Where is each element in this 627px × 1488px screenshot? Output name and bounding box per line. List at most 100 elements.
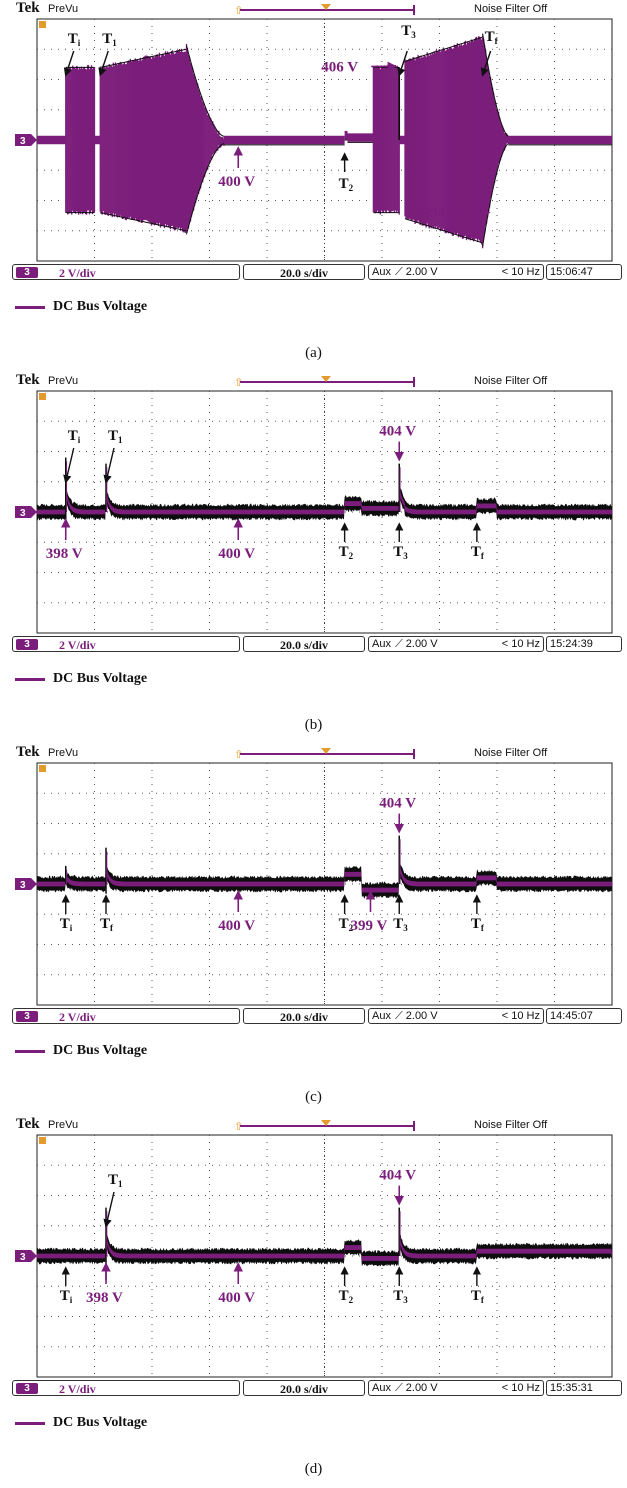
- flat-trace: [94, 135, 101, 145]
- timebase-box[interactable]: 20.0 s/div: [243, 1380, 365, 1396]
- event-label: T3: [393, 1288, 408, 1305]
- annotation-label: 400 V: [218, 174, 255, 190]
- trigger-box[interactable]: Aux ⟋ 2.00 V < 10 Hz: [368, 1008, 544, 1024]
- event-label: Ti: [60, 1288, 73, 1305]
- event-markers: Ti Tf T2 T3 Tf: [60, 894, 485, 933]
- flat-trace: [344, 130, 348, 140]
- event-label-main: T: [339, 916, 349, 932]
- event-label-main: T: [339, 544, 349, 560]
- scope-panel: Tek PreVu ⇧ Noise Filter Off 3 Ti T1 T2 T3 Tf 404 …: [0, 1116, 627, 1488]
- event-label-main: T: [68, 31, 78, 47]
- aux-level-value: 2.00 V: [405, 1010, 438, 1022]
- clock-box: 15:35:31: [546, 1380, 622, 1396]
- timebase-box[interactable]: 20.0 s/div: [243, 1008, 365, 1024]
- channel-scale-box[interactable]: 3 2 V/div: [12, 1008, 240, 1024]
- event-label-subscript: 2: [349, 1295, 354, 1305]
- time-per-div: 20.0 s/div: [279, 638, 328, 652]
- event-label: Tf: [485, 29, 499, 46]
- event-label-main: T: [471, 544, 481, 560]
- channel-scale-box[interactable]: 3 2 V/div: [12, 264, 240, 280]
- annotation-label: 400 V: [218, 1290, 255, 1306]
- event-label: T1: [102, 31, 117, 48]
- event-label-main: T: [102, 31, 112, 47]
- scope-header: Tek PreVu ⇧ Noise Filter Off: [0, 372, 627, 390]
- panel-caption: (d): [304, 1461, 323, 1477]
- noise-filter-label: Noise Filter Off: [474, 3, 548, 15]
- trigger-box[interactable]: Aux ⟋ 2.00 V < 10 Hz: [368, 1380, 544, 1396]
- envelope-edge: [404, 36, 483, 62]
- trigger-box[interactable]: Aux ⟋ 2.00 V < 10 Hz: [368, 636, 544, 652]
- clock-box: 15:24:39: [546, 636, 622, 652]
- timestamp: 15:24:39: [550, 638, 593, 650]
- aux-source: Aux: [372, 638, 391, 650]
- event-label-subscript: i: [70, 923, 73, 933]
- event-label: T2: [339, 176, 354, 193]
- scope-panel: Tek PreVu ⇧ Noise Filter Off 3 Ti T1 T2 T3 Tf 406 …: [0, 0, 627, 372]
- panel-caption: (b): [304, 717, 323, 733]
- event-arrow: [63, 447, 75, 484]
- rising-edge-icon: ⟋: [395, 1382, 406, 1394]
- event-label: Tf: [471, 1288, 485, 1305]
- flat-trace: [347, 133, 374, 142]
- legend-label: DC Bus Voltage: [53, 1415, 148, 1430]
- dc-bus-voltage-trace: [37, 835, 612, 899]
- legend-label: DC Bus Voltage: [53, 671, 148, 686]
- aux-level: ⟋ 2.00 V: [395, 637, 438, 651]
- aux-level: ⟋ 2.00 V: [395, 1009, 438, 1023]
- event-label: Ti: [68, 428, 81, 445]
- trigger-frequency: < 10 Hz: [501, 1382, 540, 1394]
- record-bar-end: [413, 1121, 415, 1131]
- timebase-box[interactable]: 20.0 s/div: [243, 636, 365, 652]
- event-label-subscript: f: [481, 1295, 485, 1305]
- trigger-position-icon: ⇧: [234, 1120, 244, 1133]
- scope-header: Tek PreVu ⇧ Noise Filter Off: [0, 744, 627, 762]
- channel-scale-box[interactable]: 3 2 V/div: [12, 636, 240, 652]
- trigger-box[interactable]: Aux ⟋ 2.00 V < 10 Hz: [368, 264, 544, 280]
- event-label-main: T: [108, 428, 118, 444]
- legend-swatch: [15, 1422, 45, 1425]
- event-label-main: T: [100, 916, 110, 932]
- flat-trace: [399, 135, 405, 145]
- event-label: T1: [108, 1172, 123, 1189]
- event-label-main: T: [108, 1172, 118, 1188]
- timestamp: 15:35:31: [550, 1382, 593, 1394]
- event-arrow: [103, 447, 115, 484]
- channel-badge: 3: [16, 1383, 38, 1394]
- aux-source: Aux: [372, 266, 391, 278]
- annotation-label: 404 V: [379, 424, 416, 440]
- mode-label: PreVu: [48, 747, 79, 759]
- trigger-marker-icon: [321, 1120, 331, 1126]
- channel-3-marker-label: 3: [20, 136, 26, 147]
- brand-label: Tek: [16, 372, 40, 388]
- panel-caption: (a): [305, 345, 322, 361]
- timebase-box[interactable]: 20.0 s/div: [243, 264, 365, 280]
- event-label-main: T: [471, 1288, 481, 1304]
- event-label-main: T: [60, 916, 70, 932]
- average-trace: [37, 486, 612, 515]
- voltage-annotations: 404 V 398 V 400 V: [46, 424, 416, 562]
- trigger-frequency: < 10 Hz: [501, 266, 540, 278]
- aux-level-value: 2.00 V: [405, 638, 438, 650]
- aux-source: Aux: [372, 1010, 391, 1022]
- status-bar: 3 2 V/div 20.0 s/div Aux ⟋ 2.00 V < 10 Hz 15:3…: [12, 1380, 622, 1398]
- aux-level: ⟋ 2.00 V: [395, 1381, 438, 1395]
- event-label-subscript: 3: [403, 1295, 408, 1305]
- noise-filter-label: Noise Filter Off: [474, 747, 548, 759]
- noise-filter-label: Noise Filter Off: [474, 375, 548, 387]
- event-label-subscript: 1: [112, 38, 117, 48]
- channel-3-marker: [15, 878, 37, 890]
- time-per-div: 20.0 s/div: [279, 1010, 328, 1024]
- event-label: T2: [339, 916, 354, 933]
- trigger-frequency: < 10 Hz: [501, 1010, 540, 1022]
- event-arrow: [480, 50, 492, 77]
- time-per-div: 20.0 s/div: [279, 1382, 328, 1396]
- scope-header: Tek PreVu ⇧ Noise Filter Off: [0, 0, 627, 18]
- rising-edge-icon: ⟋: [395, 266, 406, 278]
- status-bar: 3 2 V/div 20.0 s/div Aux ⟋ 2.00 V < 10 Hz 15:2…: [12, 636, 622, 654]
- channel-3-marker: [15, 1250, 37, 1262]
- event-label-main: T: [485, 29, 495, 45]
- channel-scale-box[interactable]: 3 2 V/div: [12, 1380, 240, 1396]
